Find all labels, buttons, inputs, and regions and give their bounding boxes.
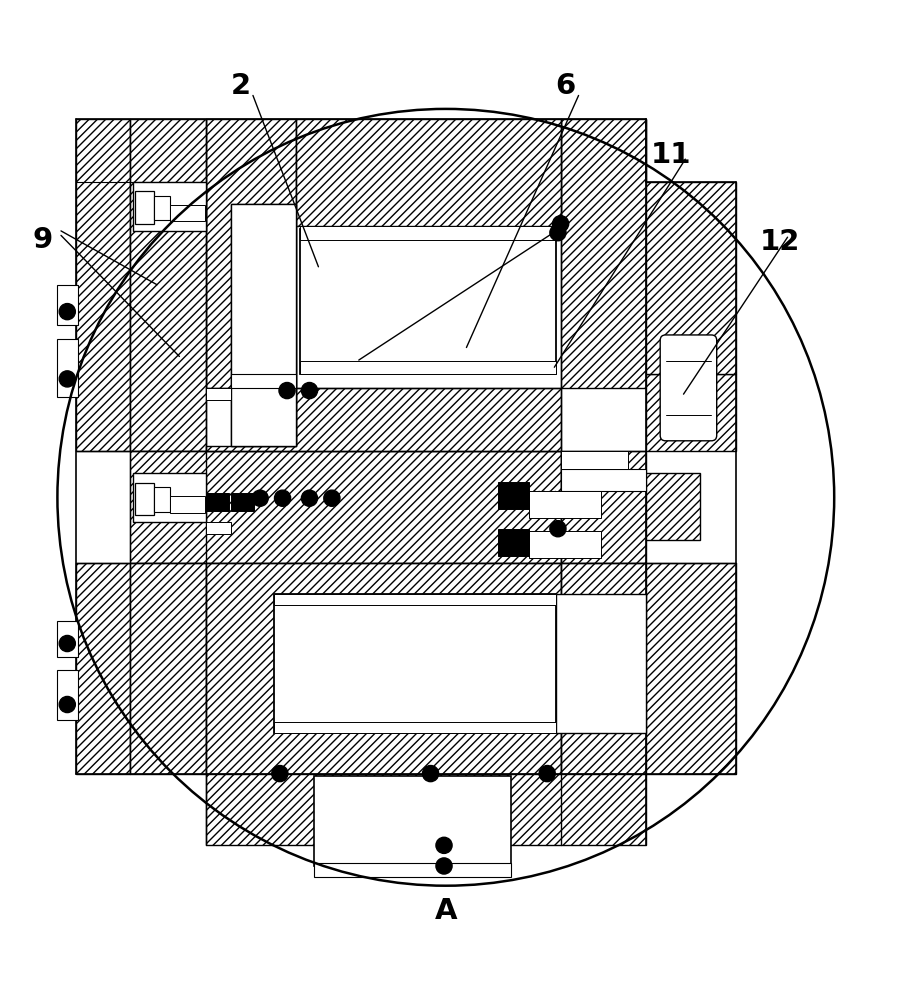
Polygon shape [130, 451, 561, 563]
Bar [498, 482, 529, 509]
Circle shape [324, 490, 340, 506]
Circle shape [301, 382, 318, 399]
Polygon shape [130, 563, 206, 774]
Bar [561, 451, 628, 469]
Bar [274, 722, 556, 733]
Bar [314, 776, 511, 866]
Circle shape [59, 696, 75, 713]
Bar [274, 594, 556, 733]
Bar [300, 361, 556, 374]
Bar [154, 487, 170, 512]
Polygon shape [561, 563, 646, 774]
Circle shape [59, 304, 75, 320]
Circle shape [59, 635, 75, 652]
Polygon shape [130, 119, 206, 451]
Polygon shape [561, 451, 646, 563]
Bar [664, 339, 713, 437]
Bar [57, 670, 78, 720]
Bar [57, 285, 78, 325]
Bar [170, 496, 205, 513]
Bar [206, 388, 231, 400]
Circle shape [272, 766, 288, 782]
Polygon shape [206, 563, 561, 774]
Bar [133, 473, 206, 522]
Bar [135, 191, 154, 224]
Circle shape [553, 216, 569, 232]
Circle shape [279, 382, 295, 399]
Bar [133, 182, 206, 231]
Bar [300, 229, 556, 374]
Bar [556, 594, 646, 733]
Polygon shape [231, 204, 296, 446]
Bar [314, 863, 511, 877]
Polygon shape [206, 388, 561, 451]
Text: 9: 9 [33, 226, 53, 254]
Polygon shape [206, 119, 296, 388]
Polygon shape [561, 119, 646, 388]
Bar [135, 483, 154, 515]
Circle shape [539, 766, 555, 782]
Bar [170, 205, 205, 221]
Polygon shape [646, 182, 736, 374]
Polygon shape [206, 119, 646, 182]
Text: 6: 6 [555, 72, 575, 100]
Circle shape [436, 858, 452, 874]
Circle shape [422, 766, 439, 782]
Polygon shape [646, 473, 700, 540]
Text: 11: 11 [650, 141, 692, 169]
FancyBboxPatch shape [660, 335, 717, 441]
Polygon shape [206, 774, 646, 845]
Bar [561, 469, 646, 491]
Circle shape [274, 490, 291, 506]
Bar [300, 226, 556, 240]
Polygon shape [296, 119, 561, 226]
Bar [57, 621, 78, 657]
Text: 2: 2 [231, 72, 250, 100]
Text: A: A [434, 897, 457, 925]
Bar [498, 529, 529, 556]
Text: 12: 12 [760, 228, 801, 256]
Circle shape [550, 225, 566, 241]
Bar [529, 531, 601, 558]
Bar [529, 491, 601, 518]
Circle shape [59, 371, 75, 387]
Circle shape [301, 490, 318, 506]
Polygon shape [646, 374, 736, 451]
Circle shape [252, 490, 268, 506]
Polygon shape [76, 563, 130, 774]
Polygon shape [76, 119, 130, 451]
Bar [206, 493, 229, 511]
Polygon shape [646, 563, 736, 774]
Bar [274, 594, 556, 605]
Circle shape [550, 521, 566, 537]
Bar [231, 204, 296, 446]
Bar [206, 522, 231, 534]
Bar [231, 374, 296, 388]
Bar [57, 339, 78, 397]
Circle shape [436, 837, 452, 853]
Bar [231, 493, 254, 511]
Bar [154, 196, 170, 220]
